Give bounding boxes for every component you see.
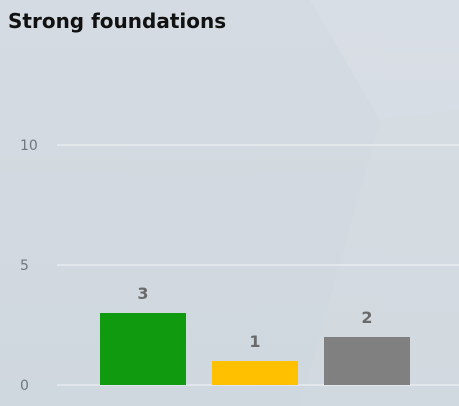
y-tick-label: 5 [20,258,29,274]
y-axis-ticks: 0 5 10 [20,138,38,394]
bar-value-label: 3 [137,284,148,303]
bar [100,313,186,385]
bar [324,337,410,385]
y-tick-label: 10 [20,138,38,154]
data-labels: 3 1 2 [137,284,372,351]
bars [100,313,410,385]
y-tick-label: 0 [20,378,29,394]
chart-title: Strong foundations [8,9,227,33]
bar-value-label: 2 [361,308,372,327]
bar [212,361,298,385]
bar-value-label: 1 [249,332,260,351]
